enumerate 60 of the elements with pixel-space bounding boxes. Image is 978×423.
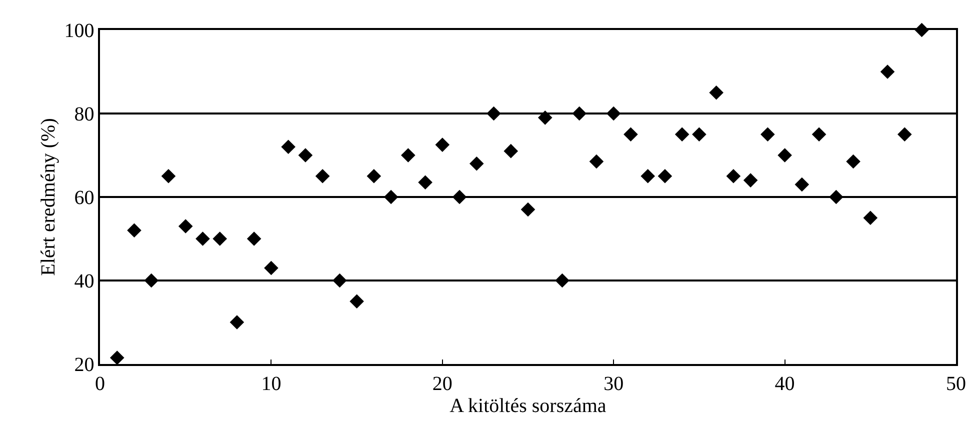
point: [624, 127, 638, 142]
point: [572, 106, 587, 121]
x-axis-title: A kitöltés sorszáma: [450, 394, 606, 417]
point: [315, 168, 330, 184]
point: [435, 138, 450, 152]
point: [384, 190, 398, 204]
point: [350, 294, 364, 309]
point: [538, 110, 552, 125]
x-tick-label: 40: [774, 372, 795, 395]
point: [880, 64, 895, 79]
point: [264, 260, 278, 276]
point: [504, 144, 518, 158]
point: [520, 202, 536, 217]
point: [589, 154, 604, 169]
point: [246, 232, 262, 246]
x-tick-label: 20: [432, 372, 452, 395]
point: [897, 127, 912, 142]
point: [674, 127, 690, 142]
point: [555, 273, 570, 288]
point: [281, 140, 296, 154]
point: [760, 127, 775, 142]
y-tick-label: 100: [64, 20, 94, 42]
point: [230, 315, 244, 330]
point: [298, 148, 313, 162]
point: [127, 223, 142, 238]
point: [658, 168, 672, 184]
point: [212, 232, 227, 246]
point: [110, 350, 124, 365]
point: [161, 168, 176, 184]
point: [794, 177, 810, 192]
point: [469, 156, 484, 171]
point: [486, 106, 501, 121]
x-tick-label: 50: [946, 372, 966, 395]
point: [709, 85, 724, 100]
point: [606, 106, 621, 121]
point: [726, 168, 741, 184]
x-tick-label: 30: [604, 372, 624, 395]
point: [778, 148, 792, 162]
y-tick-label: 20: [74, 354, 94, 376]
point: [144, 273, 159, 288]
y-axis-title: Elért eredmény (%): [37, 118, 60, 276]
y-tick-label: 60: [74, 187, 94, 209]
point: [178, 219, 193, 234]
point: [401, 148, 416, 162]
point: [863, 210, 878, 226]
point: [640, 168, 655, 184]
point: [829, 190, 844, 204]
point: [452, 190, 467, 204]
point: [846, 154, 860, 169]
x-tick-label: 10: [261, 372, 282, 395]
point: [418, 175, 432, 190]
point: [743, 173, 758, 188]
point: [332, 273, 347, 288]
y-tick-label: 80: [74, 104, 94, 126]
x-tick-label: 0: [95, 372, 105, 395]
point: [196, 232, 210, 246]
point: [366, 168, 382, 184]
y-tick-label: 40: [74, 270, 94, 292]
point: [812, 127, 826, 142]
point: [692, 127, 706, 142]
